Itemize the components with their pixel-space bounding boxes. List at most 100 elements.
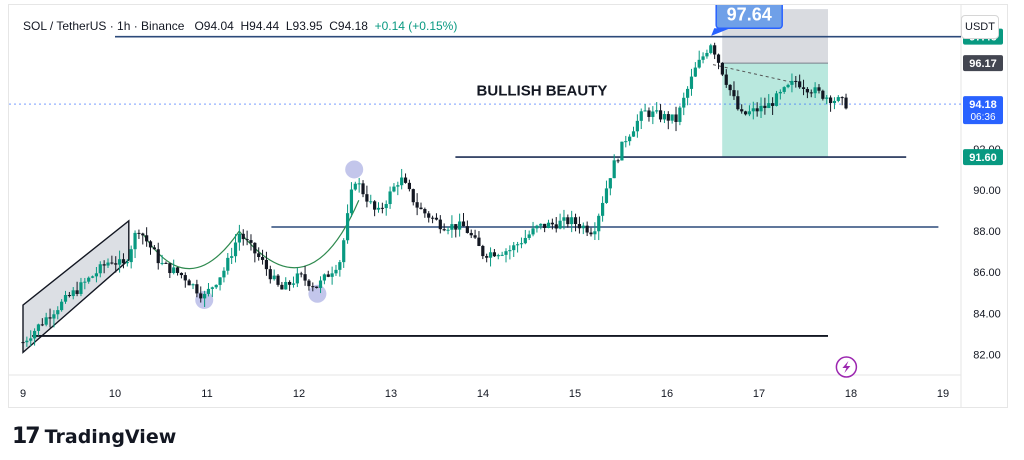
candle bbox=[40, 318, 44, 327]
candle-body bbox=[311, 286, 315, 288]
candle-body bbox=[276, 275, 280, 285]
candle-body bbox=[284, 281, 288, 290]
candle-body bbox=[465, 226, 469, 233]
candle-body bbox=[446, 229, 450, 231]
candle-body bbox=[32, 330, 37, 339]
candle-body bbox=[326, 274, 330, 277]
candle bbox=[29, 330, 33, 347]
candle bbox=[786, 83, 790, 89]
candle bbox=[720, 62, 724, 77]
candle-body bbox=[531, 228, 535, 235]
candle bbox=[264, 251, 269, 276]
candle bbox=[237, 224, 241, 251]
candle bbox=[118, 250, 122, 273]
candle-body bbox=[794, 80, 798, 82]
candle bbox=[357, 177, 361, 193]
candle bbox=[577, 216, 582, 234]
candle bbox=[392, 183, 396, 193]
candle-body bbox=[110, 262, 114, 264]
candle-body bbox=[562, 217, 566, 221]
candle-body bbox=[322, 274, 326, 281]
candle bbox=[693, 62, 697, 77]
candle bbox=[87, 276, 91, 284]
candle-body bbox=[361, 183, 365, 195]
candle bbox=[94, 266, 99, 283]
candle bbox=[589, 227, 593, 237]
candle bbox=[759, 97, 763, 118]
tradingview-branding: 17 TradingView bbox=[12, 424, 176, 449]
candle-body bbox=[187, 280, 191, 286]
x-tick-label: 9 bbox=[20, 388, 26, 400]
x-tick-label: 14 bbox=[477, 388, 489, 400]
candle bbox=[156, 242, 160, 270]
candle bbox=[195, 279, 199, 298]
candle-body bbox=[25, 340, 29, 343]
candle-body bbox=[338, 262, 342, 270]
candle-body bbox=[488, 252, 493, 258]
symbol-name[interactable]: SOL / TetherUS · 1h · Binance bbox=[23, 19, 185, 33]
x-tick-label: 12 bbox=[293, 388, 305, 400]
candle bbox=[573, 213, 578, 232]
candle bbox=[686, 86, 690, 106]
candle bbox=[581, 222, 585, 235]
candle-body bbox=[805, 88, 809, 93]
candle bbox=[137, 229, 141, 239]
candle bbox=[311, 282, 315, 292]
candle-body bbox=[508, 250, 512, 252]
price-chart[interactable]: BULLISH BEAUTY 97.64 82.00 84.00 86.00 88.00 9… bbox=[9, 5, 1008, 408]
candle-body bbox=[195, 284, 199, 294]
candle bbox=[345, 204, 350, 244]
candle bbox=[508, 245, 512, 260]
candle bbox=[318, 276, 323, 294]
candle-body bbox=[396, 185, 400, 187]
candle-body bbox=[728, 84, 732, 91]
price-label: 91.60 bbox=[969, 152, 997, 164]
candle-body bbox=[241, 233, 245, 240]
candle-body bbox=[755, 108, 759, 112]
candle-body bbox=[295, 273, 299, 284]
candle bbox=[388, 186, 392, 209]
candle-body bbox=[566, 217, 570, 225]
candle-body bbox=[473, 235, 477, 238]
candle-body bbox=[148, 241, 153, 248]
bullish-beauty-annotation: BULLISH BEAUTY bbox=[477, 82, 608, 99]
candle bbox=[813, 82, 817, 99]
candle-body bbox=[631, 131, 636, 137]
candle-body bbox=[137, 232, 141, 234]
candle bbox=[658, 104, 663, 123]
candle-body bbox=[218, 277, 222, 285]
candle bbox=[403, 173, 408, 184]
candle-body bbox=[334, 269, 338, 274]
candle-body bbox=[245, 239, 249, 241]
currency-selector[interactable]: USDT bbox=[961, 15, 999, 39]
candle-body bbox=[701, 56, 705, 60]
candle bbox=[616, 158, 620, 164]
candle bbox=[805, 87, 809, 99]
candle-body bbox=[519, 243, 524, 245]
candle-body bbox=[288, 281, 292, 285]
candle-body bbox=[400, 177, 404, 186]
price-label-box bbox=[963, 149, 1003, 166]
candle bbox=[133, 230, 137, 259]
candle-body bbox=[419, 207, 423, 210]
candle-body bbox=[60, 301, 64, 311]
candle-body bbox=[790, 80, 794, 85]
candle bbox=[801, 79, 806, 96]
candle bbox=[751, 101, 755, 120]
candle-body bbox=[98, 264, 102, 274]
candle bbox=[635, 114, 639, 138]
candle-body bbox=[581, 225, 585, 229]
candle-body bbox=[786, 84, 790, 88]
candle-body bbox=[121, 259, 126, 264]
candle-body bbox=[674, 114, 678, 122]
candle-body bbox=[156, 249, 160, 264]
candle bbox=[141, 232, 145, 245]
chart-panel[interactable]: BULLISH BEAUTY 97.64 82.00 84.00 86.00 88.00 9… bbox=[8, 4, 1008, 408]
candle bbox=[477, 231, 481, 247]
projection-dashed-line bbox=[712, 64, 796, 84]
candle bbox=[353, 181, 357, 191]
candle bbox=[361, 180, 365, 198]
candle bbox=[774, 90, 779, 107]
candle-body bbox=[601, 202, 605, 216]
candle bbox=[376, 202, 381, 213]
